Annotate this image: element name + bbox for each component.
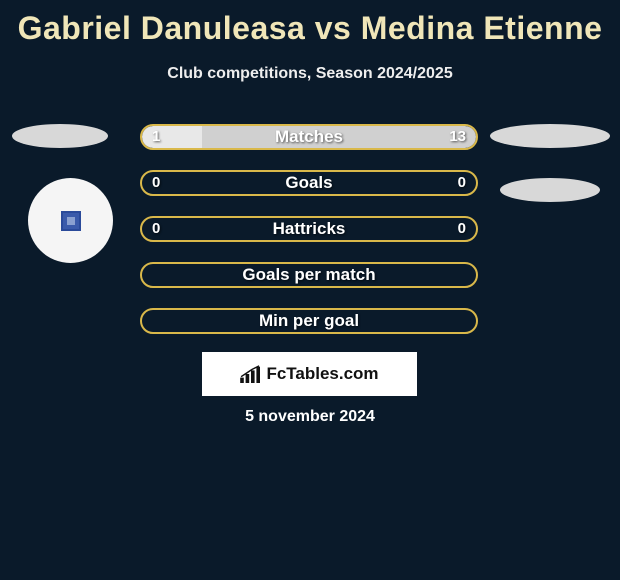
bar-label: Hattricks [142,218,476,240]
brand-box: FcTables.com [202,352,417,396]
stat-bar: 0 0Goals [140,170,478,196]
bar-label: Goals per match [142,264,476,286]
stat-bar: 0 0Hattricks [140,216,478,242]
bar-label: Min per goal [142,310,476,332]
subtitle: Club competitions, Season 2024/2025 [0,65,620,83]
decorative-oval [500,178,600,202]
decorative-oval [12,124,108,148]
bar-value-right: 0 [458,172,466,194]
bar-value-right: 0 [458,218,466,240]
brand-icon [240,365,262,383]
stats-bars: 113Matches00Goals00HattricksGoals per ma… [140,124,478,354]
decorative-oval [490,124,610,148]
brand-text: FcTables.com [266,364,378,384]
stat-bar: 113Matches [140,124,478,150]
bar-value-right: 13 [449,126,466,148]
player-avatar [28,178,113,263]
stat-bar: Min per goal [140,308,478,334]
avatar-placeholder-icon [61,211,81,231]
bar-value-left: 0 [152,218,160,240]
bar-fill-right [202,126,476,148]
bar-value-left: 0 [152,172,160,194]
bar-label: Goals [142,172,476,194]
page-title: Gabriel Danuleasa vs Medina Etienne [0,0,620,47]
date-line: 5 november 2024 [0,408,620,426]
stat-bar: Goals per match [140,262,478,288]
bar-value-left: 1 [152,126,160,148]
